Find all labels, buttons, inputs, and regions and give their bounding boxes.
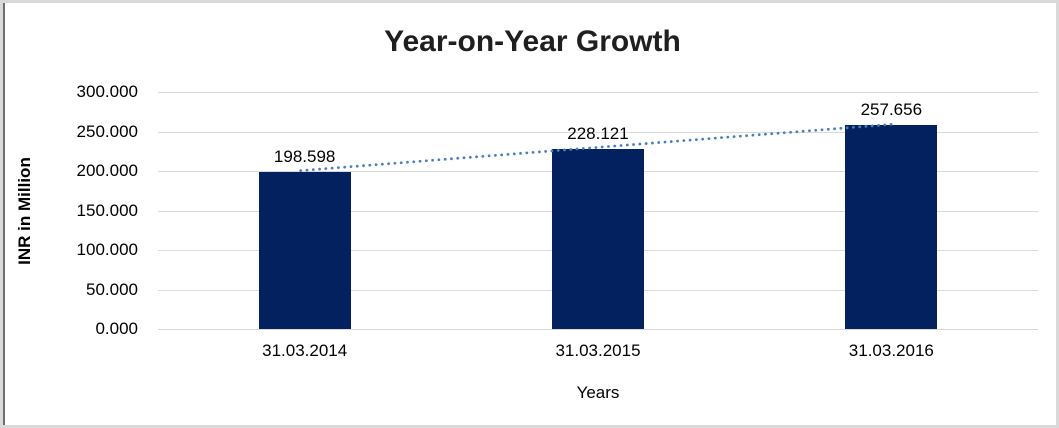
x-tick-label: 31.03.2016	[848, 341, 934, 360]
y-axis-title: INR in Million	[15, 157, 34, 265]
bar-31.03.2016	[845, 125, 938, 329]
trendline	[299, 122, 898, 173]
bar-31.03.2014	[258, 172, 351, 329]
chart-title: Year-on-Year Growth	[384, 25, 681, 58]
y-tick-label: 100.000	[76, 240, 138, 259]
plot-area: 198.598 228.121 257.656	[158, 92, 1038, 330]
gridline	[158, 131, 1038, 133]
x-axis-title: Years	[576, 383, 620, 402]
x-tick-label: 31.03.2014	[262, 341, 348, 360]
bar-value-label: 198.598	[273, 147, 336, 167]
gridline	[158, 329, 1038, 330]
bar-31.03.2015	[552, 148, 644, 329]
y-tick-label: 0.000	[95, 319, 138, 338]
bar-value-label: 228.121	[567, 123, 629, 143]
y-tick-label: 50.000	[86, 279, 138, 299]
x-tick-label: 31.03.2015	[555, 341, 641, 360]
y-tick-label: 200.000	[76, 161, 138, 180]
bar-value-label: 257.656	[860, 100, 923, 120]
y-tick-label: 250.000	[76, 121, 138, 141]
y-tick-label: 150.000	[76, 200, 138, 220]
y-tick-label: 300.000	[76, 82, 138, 101]
gridline	[158, 92, 1038, 93]
